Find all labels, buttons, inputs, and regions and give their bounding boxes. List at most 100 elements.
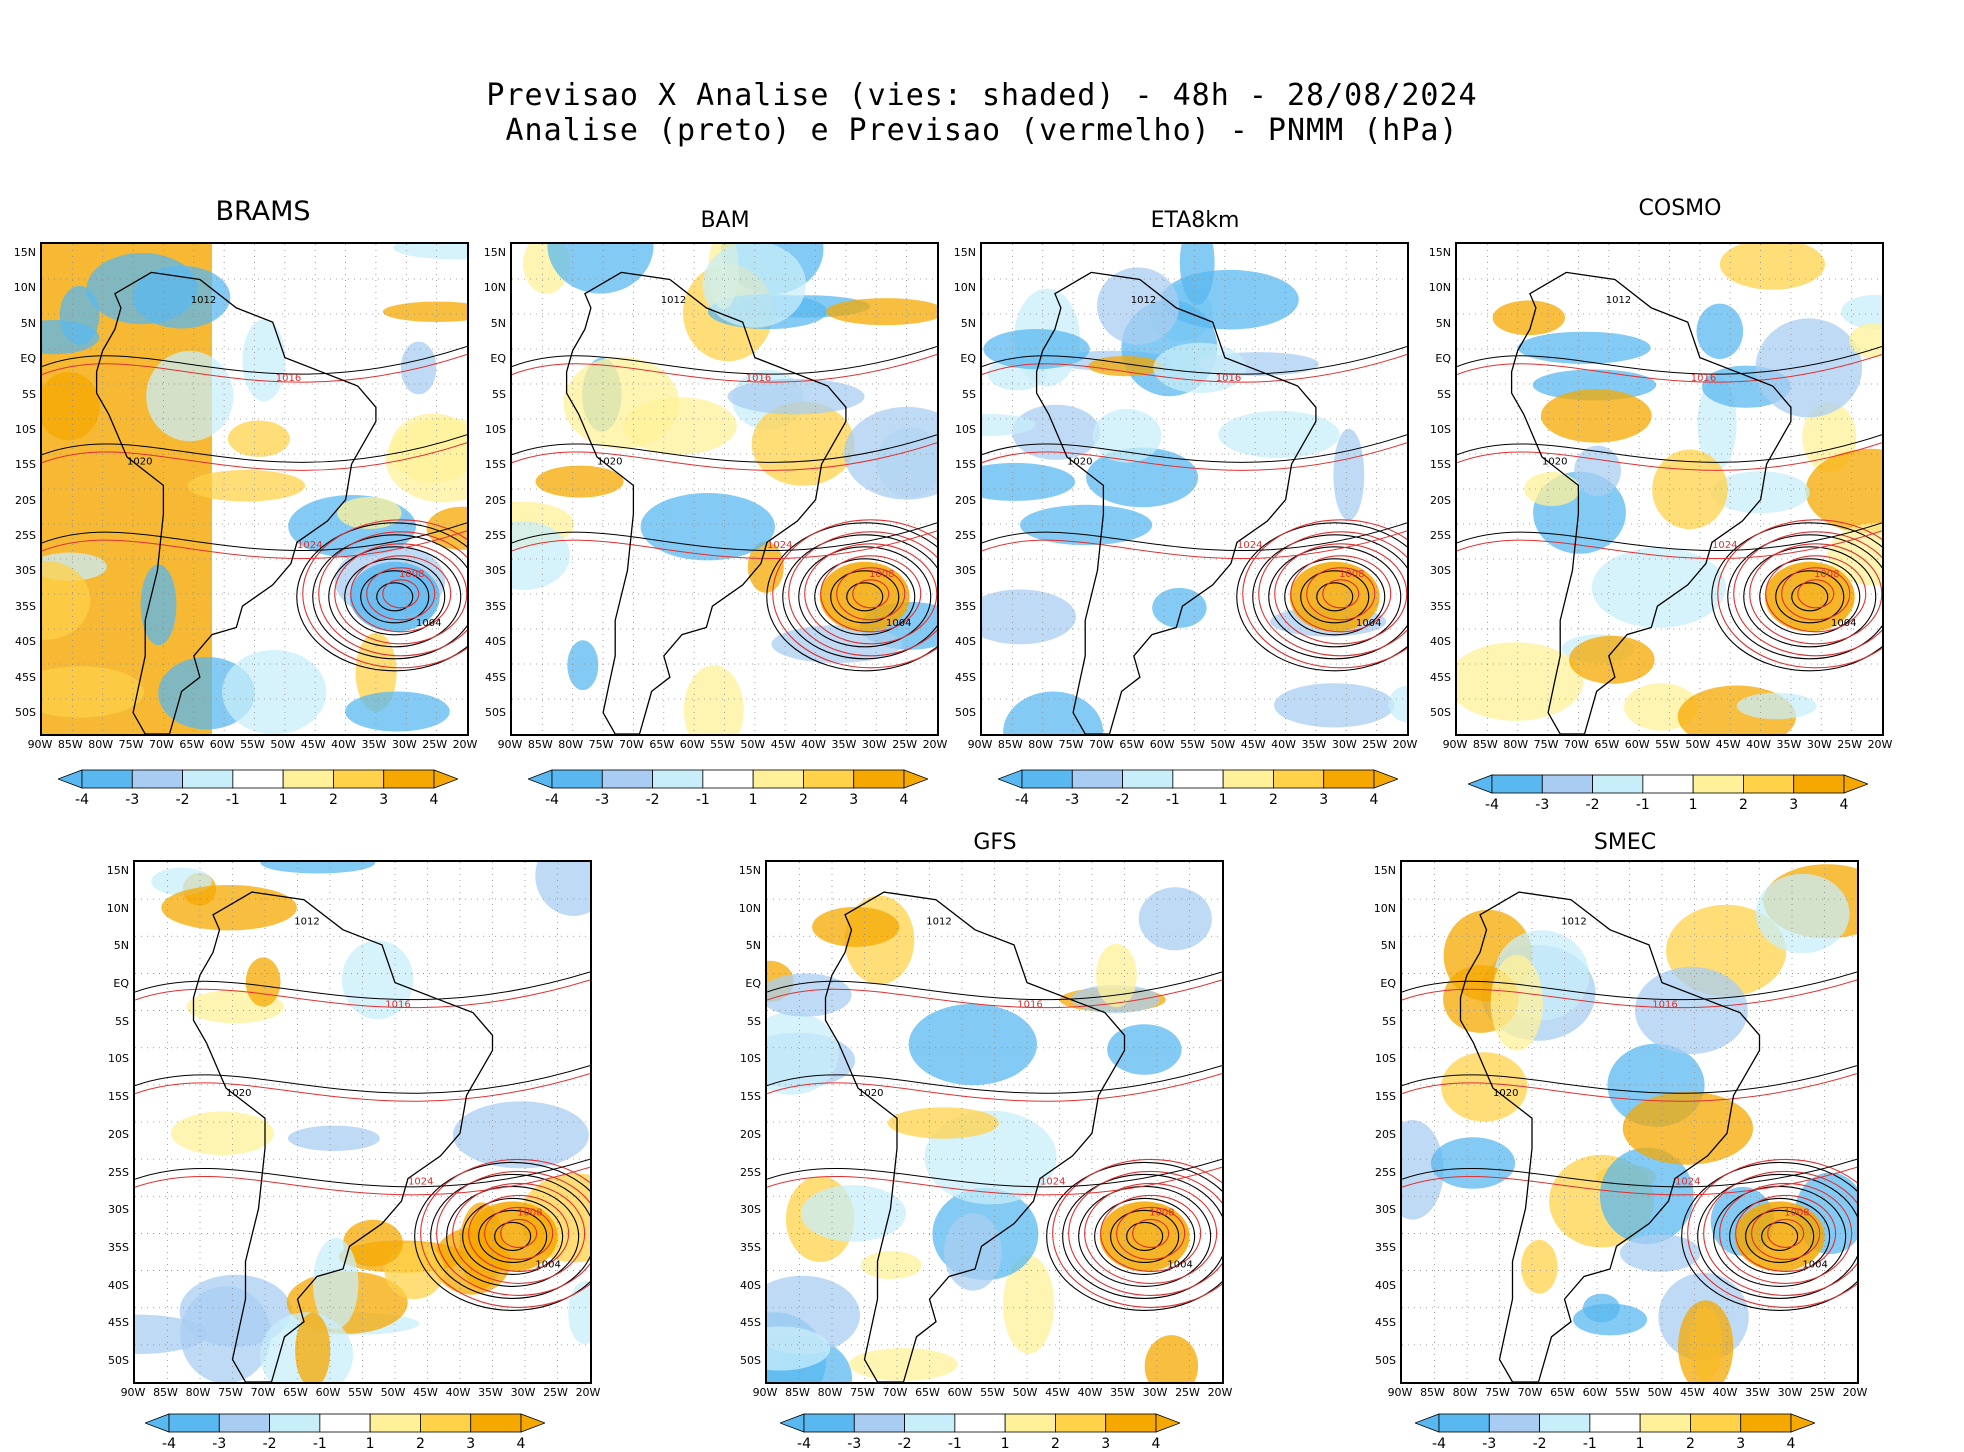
isobar-label: 1004 <box>416 618 441 629</box>
isobar-label: 1020 <box>1542 457 1567 468</box>
lon-tick-label: 30W <box>1806 738 1832 751</box>
colorbar <box>1415 1413 1815 1433</box>
bias-shading <box>1430 1137 1516 1189</box>
lon-tick-label: 75W <box>588 738 614 751</box>
lon-tick-label: 75W <box>118 738 144 751</box>
colorbar-segment <box>1539 1413 1591 1433</box>
lat-tick-label: 5N <box>745 939 761 953</box>
colorbar-label: 1 <box>748 792 758 808</box>
colorbar-segment <box>218 1413 270 1433</box>
lon-tick-label: 60W <box>1149 738 1175 751</box>
analysis-isobar <box>512 434 937 463</box>
map-frame: 1012 1016 1020 1024 1004 1008 <box>1455 242 1884 736</box>
lon-tick-label: 70W <box>618 738 644 751</box>
bias-shading <box>1517 331 1651 364</box>
lon-tick-label: 70W <box>250 1386 276 1399</box>
forecast-isobar <box>788 531 937 657</box>
bias-shading <box>1274 683 1395 728</box>
lat-tick-label: 50S <box>1430 706 1451 719</box>
bias-shading <box>1573 1303 1648 1336</box>
colorbar-extend-high <box>433 769 458 789</box>
isobar-label: 1016 <box>1691 373 1716 384</box>
forecast-isobar <box>1457 354 1882 383</box>
panel-title: GFS <box>973 830 1017 855</box>
colorbar-label: 4 <box>429 792 439 808</box>
bias-shading <box>1591 547 1727 628</box>
colorbar-segment <box>853 769 905 789</box>
lat-tick-label: 35S <box>740 1240 761 1254</box>
isobar-label: 1012 <box>1131 295 1156 306</box>
lat-tick-label: 25S <box>108 1165 129 1179</box>
bias-shading <box>161 885 297 931</box>
lat-tick-label: 20S <box>485 493 506 507</box>
forecast-isobar <box>1258 531 1407 657</box>
colorbar-label: -3 <box>1065 792 1080 808</box>
colorbar-segment <box>1491 774 1543 794</box>
panel-title: SMEC <box>1593 830 1657 855</box>
analysis-isobar <box>512 522 937 551</box>
analysis-isobar <box>1062 1173 1222 1299</box>
forecast-isobar <box>1132 1218 1170 1248</box>
lon-tick-label: 70W <box>1088 738 1114 751</box>
forecast-isobar <box>1457 530 1882 559</box>
lat-tick-label: 15N <box>953 246 976 259</box>
colorbar-segment <box>1589 1413 1641 1433</box>
colorbar-segment <box>1639 1413 1691 1433</box>
lat-tick-label: 50S <box>955 706 976 719</box>
isobar-label: 1020 <box>1067 457 1092 468</box>
bias-shading <box>1152 587 1207 628</box>
colorbar-label: 1 <box>1000 1436 1010 1452</box>
bias-shading <box>535 465 624 498</box>
colorbar-segment <box>420 1413 472 1433</box>
bias-shading <box>1020 504 1153 546</box>
isobar-label: 1020 <box>858 1088 883 1099</box>
map-frame: 1012 1016 1020 1024 1004 1008 <box>1400 860 1859 1384</box>
south-america-coastline <box>565 271 847 734</box>
forecast-isobar <box>1717 519 1882 669</box>
lon-tick-label: 80W <box>1452 1386 1478 1399</box>
forecast-isobar <box>1052 1158 1222 1308</box>
isobar-label: 1012 <box>926 916 951 927</box>
lat-tick-label: 20S <box>108 1127 129 1141</box>
lon-tick-label: 65W <box>283 1386 308 1399</box>
lat-tick-label: 30S <box>108 1203 129 1217</box>
lon-tick-label: 45W <box>770 738 796 751</box>
lon-tick-label: 60W <box>679 738 705 751</box>
forecast-isobar <box>1765 555 1867 633</box>
forecast-isobar <box>852 579 890 609</box>
colorbar-label: -3 <box>125 792 140 808</box>
isobar-label: 1008 <box>869 569 894 580</box>
bias-shading <box>1492 300 1565 336</box>
lon-tick-label: 50W <box>1685 738 1711 751</box>
lat-tick-label: 40S <box>955 635 976 649</box>
bias-map: 1012 1016 1020 1024 1004 1008 <box>42 244 467 734</box>
isobar-label: 1004 <box>886 618 911 629</box>
isobar-label: 1020 <box>226 1088 251 1099</box>
lon-tick-label: 90W <box>497 738 523 751</box>
analysis-isobar <box>1791 582 1829 612</box>
colorbar-segment <box>319 1413 371 1433</box>
isobar-label: 1004 <box>1802 1260 1827 1271</box>
bias-shading <box>1457 642 1584 721</box>
lon-tick-label: 35W <box>478 1386 503 1399</box>
bias-shading <box>800 1185 907 1242</box>
lon-tick-label: 60W <box>209 738 235 751</box>
colorbar-label: 3 <box>1789 797 1799 813</box>
analysis-isobar <box>1457 434 1882 463</box>
lat-tick-label: 10S <box>485 422 506 436</box>
lat-tick-label: 10S <box>108 1052 129 1066</box>
bias-shading <box>547 244 654 294</box>
lon-tick-label: 85W <box>1472 738 1498 751</box>
lon-tick-label: 35W <box>1745 1386 1770 1399</box>
panel-title: ETA8km <box>1150 208 1240 233</box>
colorbar-label: -2 <box>175 792 190 808</box>
colorbar-label: 2 <box>328 792 338 808</box>
bias-shading <box>1696 303 1744 359</box>
lon-tick-label: 90W <box>120 1386 146 1399</box>
lon-tick-label: 45W <box>413 1386 438 1399</box>
bias-shading <box>1524 471 1580 507</box>
isobar-label: 1024 <box>408 1176 433 1187</box>
colorbar-label: 1 <box>1218 792 1228 808</box>
lon-tick-label: 85W <box>527 738 553 751</box>
lon-tick-label: 30W <box>1331 738 1357 751</box>
